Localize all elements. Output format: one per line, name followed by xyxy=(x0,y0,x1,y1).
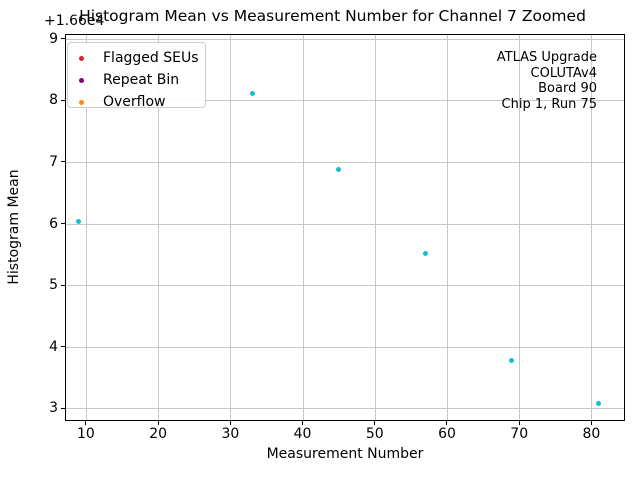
y-axis-offset-text: +1.66e4 xyxy=(44,13,105,29)
x-tick-label-30: 30 xyxy=(221,426,240,442)
legend-item: Overflow xyxy=(68,91,205,113)
y-tick-label-4: 4 xyxy=(49,338,58,355)
legend: Flagged SEUs Repeat Bin Overflow xyxy=(67,42,206,110)
gridline-x-80 xyxy=(591,35,593,420)
scatter-point xyxy=(596,401,602,407)
x-tick-mark-50 xyxy=(374,421,376,425)
scatter-point xyxy=(76,219,82,225)
scatter-point xyxy=(249,91,255,97)
y-tick-label-7: 7 xyxy=(49,153,58,170)
gridline-x-10 xyxy=(85,35,87,420)
y-tick-mark-8 xyxy=(61,99,65,101)
x-tick-mark-10 xyxy=(85,421,87,425)
gridline-x-70 xyxy=(519,35,521,420)
x-tick-label-20: 20 xyxy=(149,426,168,442)
legend-label: Flagged SEUs xyxy=(103,50,199,66)
x-tick-mark-70 xyxy=(518,421,520,425)
x-axis-label: Measurement Number xyxy=(266,446,424,462)
gridline-y-4 xyxy=(66,346,624,348)
annotation-line: COLUTAv4 xyxy=(530,65,597,81)
x-tick-label-70: 70 xyxy=(510,426,529,442)
gridline-x-30 xyxy=(230,35,232,420)
y-tick-mark-5 xyxy=(61,284,65,286)
y-tick-label-9: 9 xyxy=(49,30,58,47)
annotation-line: Chip 1, Run 75 xyxy=(501,96,597,112)
y-tick-label-6: 6 xyxy=(49,215,58,232)
scatter-point xyxy=(422,251,428,257)
x-tick-label-40: 40 xyxy=(293,426,312,442)
y-tick-mark-6 xyxy=(61,223,65,224)
annotation: ATLAS Upgrade COLUTAv4 Board 90 Chip 1, Run… xyxy=(497,50,597,112)
annotation-line: ATLAS Upgrade xyxy=(496,50,597,65)
x-tick-mark-80 xyxy=(590,421,592,425)
x-tick-mark-60 xyxy=(446,421,448,425)
gridline-y-8 xyxy=(66,100,624,102)
legend-marker-icon xyxy=(79,55,84,61)
y-tick-mark-4 xyxy=(61,346,65,348)
gridline-x-50 xyxy=(374,35,376,420)
gridline-y-7 xyxy=(66,161,624,163)
chart-title: Histogram Mean vs Measurement Number for… xyxy=(79,7,586,25)
plot-area: Flagged SEUs Repeat Bin Overflow ATLAS Upg… xyxy=(65,34,625,421)
y-tick-mark-9 xyxy=(61,38,65,40)
gridline-y-3 xyxy=(66,408,624,410)
gridline-y-6 xyxy=(66,223,624,225)
x-tick-mark-30 xyxy=(229,421,231,425)
y-tick-mark-7 xyxy=(61,161,65,163)
gridline-x-20 xyxy=(158,35,160,420)
gridline-y-5 xyxy=(66,285,624,287)
x-tick-label-10: 10 xyxy=(77,426,95,442)
x-tick-label-80: 80 xyxy=(582,426,601,442)
y-tick-mark-3 xyxy=(61,407,65,409)
annotation-line: Board 90 xyxy=(538,81,597,96)
y-axis-label: Histogram Mean xyxy=(6,169,22,285)
legend-marker-icon xyxy=(79,99,84,105)
scatter-point xyxy=(336,167,342,173)
x-tick-mark-40 xyxy=(302,421,304,425)
legend-marker-icon xyxy=(79,77,84,83)
legend-item: Repeat Bin xyxy=(68,69,205,91)
y-tick-label-8: 8 xyxy=(49,92,58,109)
legend-label: Overflow xyxy=(103,94,166,110)
scatter-point xyxy=(509,357,515,363)
legend-label: Repeat Bin xyxy=(103,72,180,88)
gridline-x-60 xyxy=(446,35,448,420)
x-tick-label-60: 60 xyxy=(438,426,456,442)
y-tick-label-5: 5 xyxy=(49,277,58,294)
gridline-y-9 xyxy=(66,38,624,40)
x-tick-mark-20 xyxy=(157,421,159,425)
y-tick-label-3: 3 xyxy=(49,400,58,417)
gridline-x-40 xyxy=(302,35,304,420)
x-tick-label-50: 50 xyxy=(365,426,384,442)
legend-item: Flagged SEUs xyxy=(68,47,205,69)
